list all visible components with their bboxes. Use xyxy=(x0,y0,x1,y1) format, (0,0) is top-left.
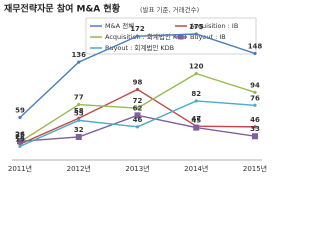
point-marker xyxy=(18,115,22,120)
data-label: 148 xyxy=(248,42,263,50)
data-label: 19 xyxy=(15,135,25,143)
data-label: 46 xyxy=(133,116,143,124)
chart: 재무전략자문 참여 M&A 현황 (발표 기준, 거래건수) 2011년 2012… xyxy=(4,3,267,174)
point-marker xyxy=(253,103,257,107)
data-label: 98 xyxy=(133,78,143,86)
data-label: 62 xyxy=(133,104,143,112)
data-label: 47 xyxy=(191,115,201,123)
point-marker xyxy=(253,125,257,129)
data-label: 59 xyxy=(15,107,25,115)
legend-marker xyxy=(178,34,184,40)
data-label: 175 xyxy=(189,23,204,31)
legend-box xyxy=(85,17,257,55)
point-marker xyxy=(194,32,198,36)
point-marker xyxy=(135,87,140,92)
point-marker xyxy=(18,144,22,148)
data-label: 33 xyxy=(250,125,260,133)
legend-label: Buyout : IB xyxy=(190,33,226,41)
point-marker xyxy=(135,106,140,110)
x-tick-label: 2012년 xyxy=(67,164,91,173)
data-label: 46 xyxy=(250,116,260,124)
data-label: 136 xyxy=(71,51,86,59)
x-tick-label: 2013년 xyxy=(125,164,149,173)
point-marker xyxy=(253,51,257,56)
legend-label: Buyout : 회계법인 KDB xyxy=(105,43,174,52)
point-marker xyxy=(77,60,81,64)
legend-label: Acquisition : IB xyxy=(190,22,238,30)
point-marker xyxy=(194,99,198,103)
x-tick-label: 2014년 xyxy=(184,164,208,173)
point-marker xyxy=(193,124,200,131)
point-marker xyxy=(77,102,81,107)
data-label: 58 xyxy=(74,107,84,115)
point-marker xyxy=(252,133,258,140)
data-label: 22 xyxy=(15,133,25,141)
point-marker xyxy=(77,118,81,122)
data-label: 120 xyxy=(189,63,204,71)
data-label: 172 xyxy=(130,25,145,33)
data-label: 26 xyxy=(15,130,25,138)
point-marker xyxy=(194,72,198,76)
data-label: 72 xyxy=(133,97,143,105)
data-label: 25 xyxy=(15,131,25,139)
data-label: 76 xyxy=(250,94,260,102)
data-label: 32 xyxy=(74,126,84,134)
data-label: 94 xyxy=(250,81,260,89)
data-label: 45 xyxy=(191,117,201,125)
point-marker xyxy=(135,34,140,38)
data-label: 77 xyxy=(74,94,84,102)
point-marker xyxy=(135,125,140,129)
data-label: 82 xyxy=(191,90,201,98)
point-marker xyxy=(253,90,257,94)
legend-label: M&A 전체 xyxy=(105,21,134,30)
point-marker xyxy=(134,112,141,119)
x-tick-label: 2011년 xyxy=(8,164,32,173)
chart-title: 재무전략자문 참여 M&A 현황 xyxy=(4,3,121,15)
data-label: 55 xyxy=(74,109,84,117)
x-tick-label: 2015년 xyxy=(243,164,267,173)
point-marker xyxy=(17,138,23,145)
chart-subtitle: (발표 기준, 거래건수) xyxy=(140,5,199,14)
point-marker xyxy=(75,133,82,140)
